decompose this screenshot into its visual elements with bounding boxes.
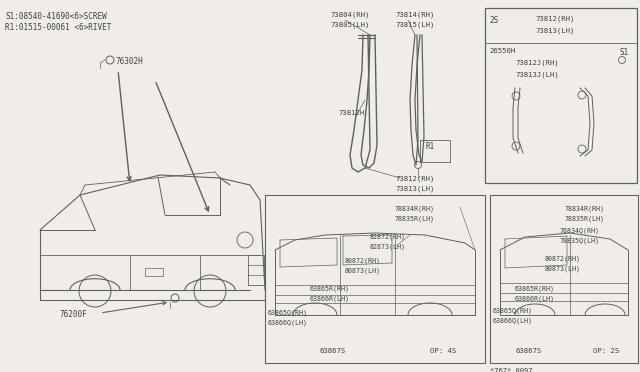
Bar: [265, 195, 485, 363]
Text: OP: 4S: OP: 4S: [430, 348, 456, 354]
Text: 63867S: 63867S: [515, 348, 541, 354]
Text: 78834R(RH): 78834R(RH): [565, 205, 605, 212]
Text: S1: S1: [619, 48, 628, 57]
Text: 63866Q(LH): 63866Q(LH): [493, 317, 533, 324]
Text: 78834R(RH): 78834R(RH): [395, 205, 435, 212]
Text: 63865R(RH): 63865R(RH): [310, 285, 350, 292]
Text: 73812(RH): 73812(RH): [395, 175, 435, 182]
Text: 63867S: 63867S: [320, 348, 346, 354]
Text: 78835R(LH): 78835R(LH): [565, 215, 605, 221]
Text: 80873(LH): 80873(LH): [545, 265, 581, 272]
Text: 63865R(RH): 63865R(RH): [515, 285, 555, 292]
Bar: [145, 268, 163, 276]
Text: 63866R(LH): 63866R(LH): [515, 295, 555, 301]
Text: 2S: 2S: [489, 16, 499, 25]
Text: R1: R1: [425, 142, 435, 151]
Bar: [420, 140, 450, 162]
Bar: [490, 195, 638, 363]
Text: 80872(RH): 80872(RH): [345, 258, 381, 264]
Text: 73804(RH): 73804(RH): [330, 12, 369, 19]
Text: 73814(RH): 73814(RH): [395, 12, 435, 19]
Text: 63865Q(RH): 63865Q(RH): [268, 310, 308, 317]
Text: 78835Q(LH): 78835Q(LH): [560, 237, 600, 244]
Text: 73805(LH): 73805(LH): [330, 22, 369, 29]
Text: 76200F: 76200F: [60, 310, 88, 319]
Text: 73813J(LH): 73813J(LH): [515, 71, 559, 77]
Text: 73812H: 73812H: [338, 110, 364, 116]
Text: 82873(LH): 82873(LH): [370, 243, 406, 250]
Text: 63866R(LH): 63866R(LH): [310, 295, 350, 301]
Text: R1:01515-00061 <6>RIVET: R1:01515-00061 <6>RIVET: [5, 23, 111, 32]
Text: 73815(LH): 73815(LH): [395, 22, 435, 29]
Text: 73812J(RH): 73812J(RH): [515, 60, 559, 67]
Text: 63866Q(LH): 63866Q(LH): [268, 320, 308, 327]
Text: S1:08540-41690<6>SCREW: S1:08540-41690<6>SCREW: [5, 12, 107, 21]
Text: 73813(LH): 73813(LH): [535, 27, 574, 33]
Text: 80873(LH): 80873(LH): [345, 268, 381, 275]
Text: 63865Q(RH): 63865Q(RH): [493, 307, 533, 314]
Text: 80872(RH): 80872(RH): [545, 255, 581, 262]
Text: 76302H: 76302H: [115, 57, 143, 66]
Text: 82872(RH): 82872(RH): [370, 233, 406, 240]
Text: 78834Q(RH): 78834Q(RH): [560, 227, 600, 234]
Text: 73812(RH): 73812(RH): [535, 16, 574, 22]
Text: *767* 0097: *767* 0097: [490, 368, 532, 372]
Text: 78835R(LH): 78835R(LH): [395, 215, 435, 221]
Bar: [248, 255, 264, 285]
Bar: [485, 8, 637, 183]
Text: 26550H: 26550H: [489, 48, 515, 54]
Text: 73813(LH): 73813(LH): [395, 186, 435, 192]
Text: OP: 2S: OP: 2S: [593, 348, 620, 354]
